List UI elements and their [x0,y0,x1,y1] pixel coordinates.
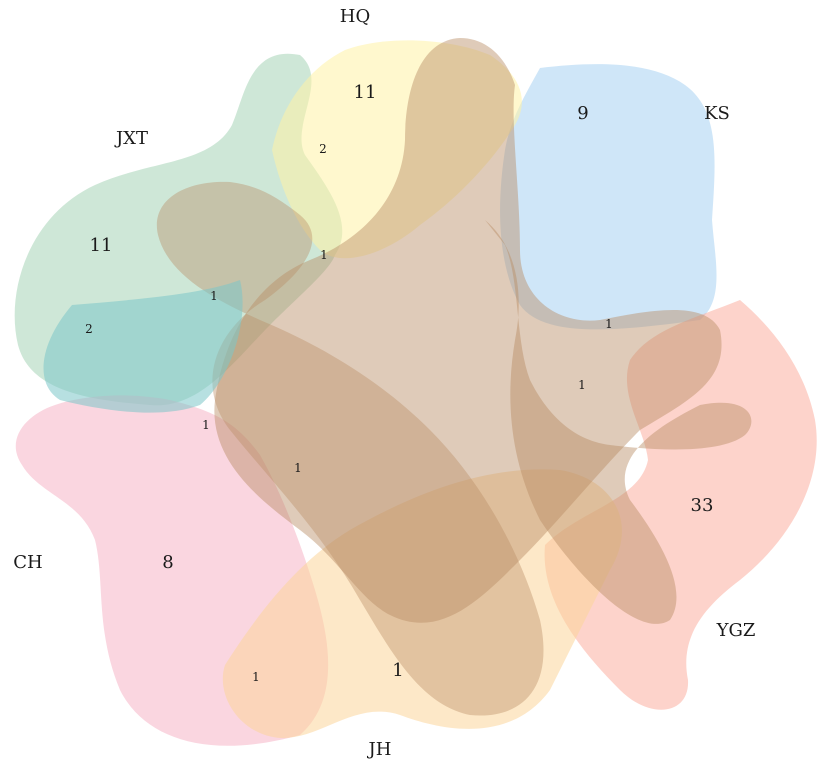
set-shape-brown-a [214,38,722,623]
region-count-r-2b: 2 [85,322,93,336]
region-count-r-1f: 1 [294,461,302,475]
set-shape-jh [222,469,622,739]
set-label-ks: KS [704,103,730,124]
set-label-ygz: YGZ [716,620,756,641]
set-shape-brown-b [156,181,544,716]
region-count-r-1g: 1 [252,670,260,684]
region-count-jxt-only: 11 [90,235,113,256]
region-count-ks-only: 9 [577,103,588,124]
set-label-hq: HQ [340,6,370,27]
set-shape-ygz [544,300,817,710]
region-count-r-2a: 2 [319,142,327,156]
set-shape-ks [500,64,717,330]
set-label-ch: CH [13,552,42,573]
set-shape-brown-c [485,220,752,624]
region-count-r-1d: 1 [578,378,586,392]
region-count-r-1c: 1 [605,317,613,331]
set-shape-hq [272,40,522,259]
set-shape-teal [43,280,243,413]
region-count-r-1a: 1 [320,248,328,262]
region-count-r-1e: 1 [202,418,210,432]
region-count-jh-only: 1 [392,660,403,681]
region-count-ch-only: 8 [162,552,173,573]
set-label-jh: JH [367,739,392,760]
set-label-jxt: JXT [114,128,148,149]
region-count-hq-only: 11 [354,82,377,103]
set-shapes [14,38,817,746]
region-count-ygz-only: 33 [691,495,714,516]
region-count-r-1b: 1 [210,289,218,303]
set-labels: HQ KS JXT CH YGZ JH [13,6,755,760]
